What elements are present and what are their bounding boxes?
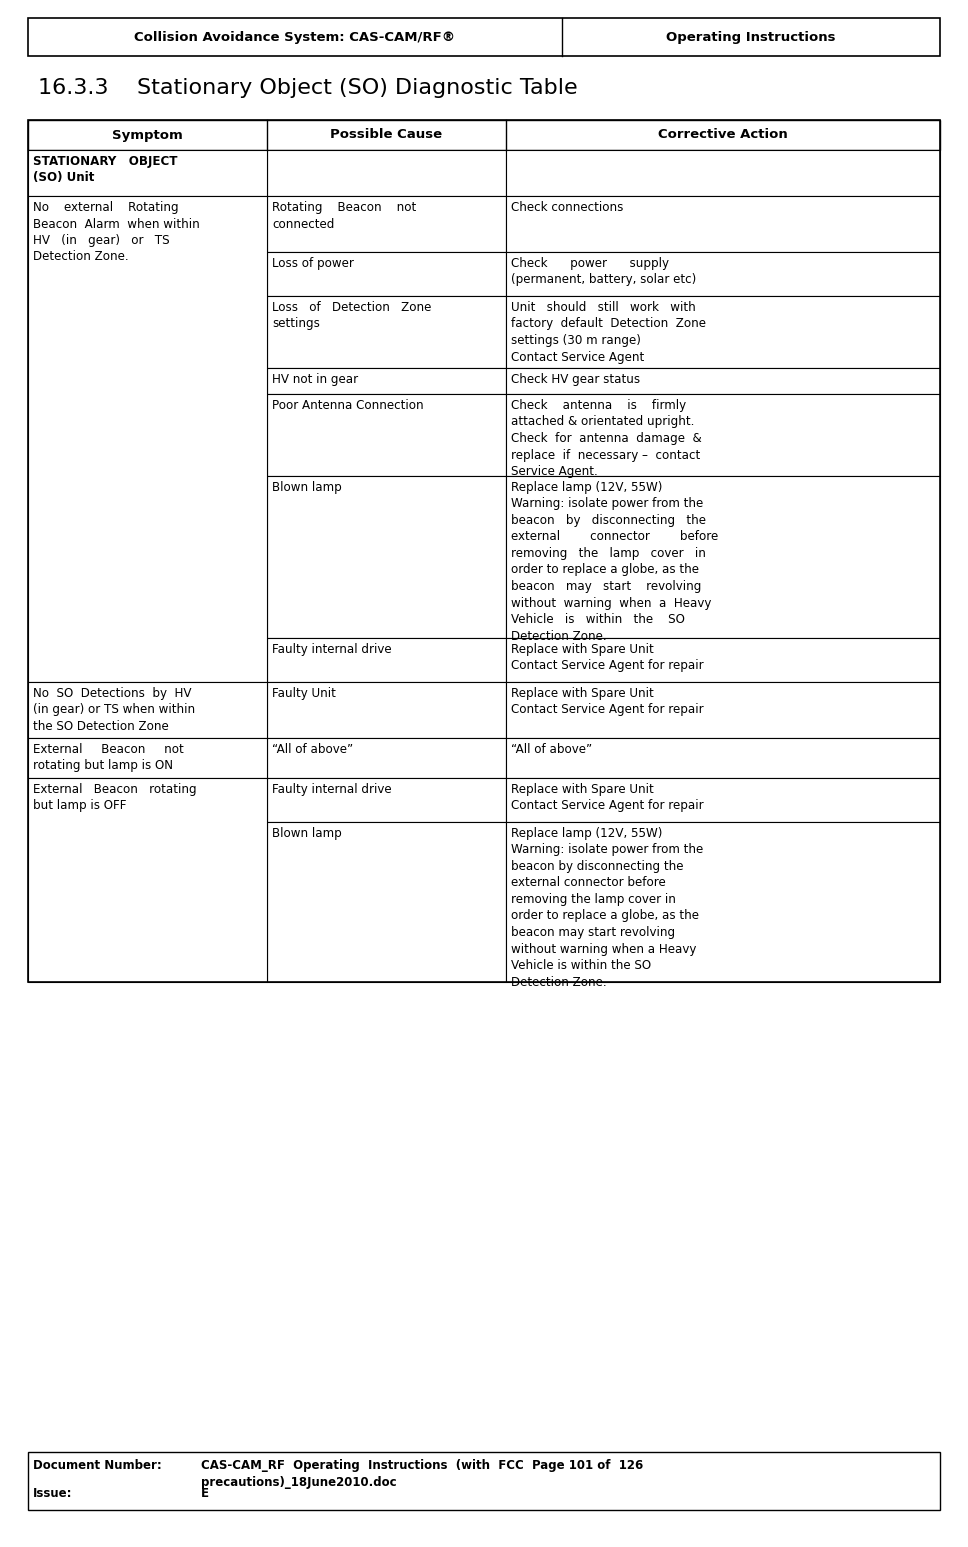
- Bar: [267, 821, 506, 982]
- Text: Loss of power: Loss of power: [272, 257, 354, 271]
- Text: HV not in gear: HV not in gear: [272, 373, 358, 387]
- Bar: [28, 1453, 940, 1510]
- Bar: [267, 295, 506, 368]
- Text: Loss   of   Detection   Zone
settings: Loss of Detection Zone settings: [272, 302, 432, 331]
- Text: Check      power      supply
(permanent, battery, solar etc): Check power supply (permanent, battery, …: [511, 257, 696, 286]
- Text: Poor Antenna Connection: Poor Antenna Connection: [272, 399, 424, 412]
- Text: STATIONARY   OBJECT
(SO) Unit: STATIONARY OBJECT (SO) Unit: [33, 155, 177, 184]
- Text: Blown lamp: Blown lamp: [272, 828, 342, 840]
- Text: Unit   should   still   work   with
factory  default  Detection  Zone
settings (: Unit should still work with factory defa…: [511, 302, 706, 364]
- Bar: [506, 476, 940, 637]
- Bar: [506, 196, 940, 252]
- Bar: [267, 394, 506, 476]
- Text: Replace with Spare Unit
Contact Service Agent for repair: Replace with Spare Unit Contact Service …: [511, 644, 704, 673]
- Text: Replace lamp (12V, 55W)
Warning: isolate power from the
beacon by disconnecting : Replace lamp (12V, 55W) Warning: isolate…: [511, 828, 703, 989]
- Text: Check    antenna    is    firmly
attached & orientated upright.
Check  for  ante: Check antenna is firmly attached & orien…: [511, 399, 702, 478]
- Bar: [28, 738, 267, 778]
- Text: Faulty Unit: Faulty Unit: [272, 687, 336, 699]
- Bar: [267, 252, 506, 295]
- Bar: [28, 121, 940, 150]
- Text: Blown lamp: Blown lamp: [272, 481, 342, 493]
- Text: Replace with Spare Unit
Contact Service Agent for repair: Replace with Spare Unit Contact Service …: [511, 687, 704, 716]
- Bar: [267, 778, 506, 821]
- Bar: [267, 682, 506, 738]
- Text: Check HV gear status: Check HV gear status: [511, 373, 640, 387]
- Text: Check connections: Check connections: [511, 201, 623, 213]
- Bar: [506, 778, 940, 821]
- Bar: [267, 476, 506, 637]
- Text: E: E: [201, 1487, 209, 1501]
- Bar: [506, 295, 940, 368]
- Text: Replace with Spare Unit
Contact Service Agent for repair: Replace with Spare Unit Contact Service …: [511, 783, 704, 812]
- Text: Faulty internal drive: Faulty internal drive: [272, 644, 392, 656]
- Bar: [28, 19, 940, 56]
- Bar: [28, 196, 267, 682]
- Text: Faulty internal drive: Faulty internal drive: [272, 783, 392, 797]
- Text: 16.3.3    Stationary Object (SO) Diagnostic Table: 16.3.3 Stationary Object (SO) Diagnostic…: [38, 77, 578, 97]
- Text: External   Beacon   rotating
but lamp is OFF: External Beacon rotating but lamp is OFF: [33, 783, 197, 812]
- Text: “All of above”: “All of above”: [272, 743, 353, 756]
- Text: Possible Cause: Possible Cause: [330, 128, 442, 141]
- Text: Operating Instructions: Operating Instructions: [666, 31, 835, 43]
- Bar: [506, 368, 940, 394]
- Bar: [506, 821, 940, 982]
- Bar: [267, 637, 506, 682]
- Text: Corrective Action: Corrective Action: [658, 128, 788, 141]
- Text: Replace lamp (12V, 55W)
Warning: isolate power from the
beacon   by   disconnect: Replace lamp (12V, 55W) Warning: isolate…: [511, 481, 718, 642]
- Text: Issue:: Issue:: [33, 1487, 73, 1501]
- Bar: [28, 121, 940, 982]
- Text: CAS-CAM_RF  Operating  Instructions  (with  FCC  Page 101 of  126
precautions)_1: CAS-CAM_RF Operating Instructions (with …: [201, 1459, 644, 1490]
- Bar: [28, 682, 267, 738]
- Bar: [28, 150, 267, 196]
- Bar: [267, 738, 506, 778]
- Bar: [267, 196, 506, 252]
- Bar: [506, 738, 940, 778]
- Bar: [506, 150, 940, 196]
- Text: Collision Avoidance System: CAS-CAM/RF®: Collision Avoidance System: CAS-CAM/RF®: [135, 31, 455, 43]
- Text: “All of above”: “All of above”: [511, 743, 592, 756]
- Text: Symptom: Symptom: [112, 128, 183, 141]
- Bar: [506, 252, 940, 295]
- Text: External     Beacon     not
rotating but lamp is ON: External Beacon not rotating but lamp is…: [33, 743, 184, 772]
- Bar: [267, 368, 506, 394]
- Text: Document Number:: Document Number:: [33, 1459, 162, 1473]
- Text: Rotating    Beacon    not
connected: Rotating Beacon not connected: [272, 201, 416, 231]
- Bar: [506, 682, 940, 738]
- Text: No  SO  Detections  by  HV
(in gear) or TS when within
the SO Detection Zone: No SO Detections by HV (in gear) or TS w…: [33, 687, 196, 733]
- Bar: [506, 637, 940, 682]
- Bar: [28, 778, 267, 982]
- Bar: [506, 394, 940, 476]
- Bar: [267, 150, 506, 196]
- Text: No    external    Rotating
Beacon  Alarm  when within
HV   (in   gear)   or   TS: No external Rotating Beacon Alarm when w…: [33, 201, 199, 263]
